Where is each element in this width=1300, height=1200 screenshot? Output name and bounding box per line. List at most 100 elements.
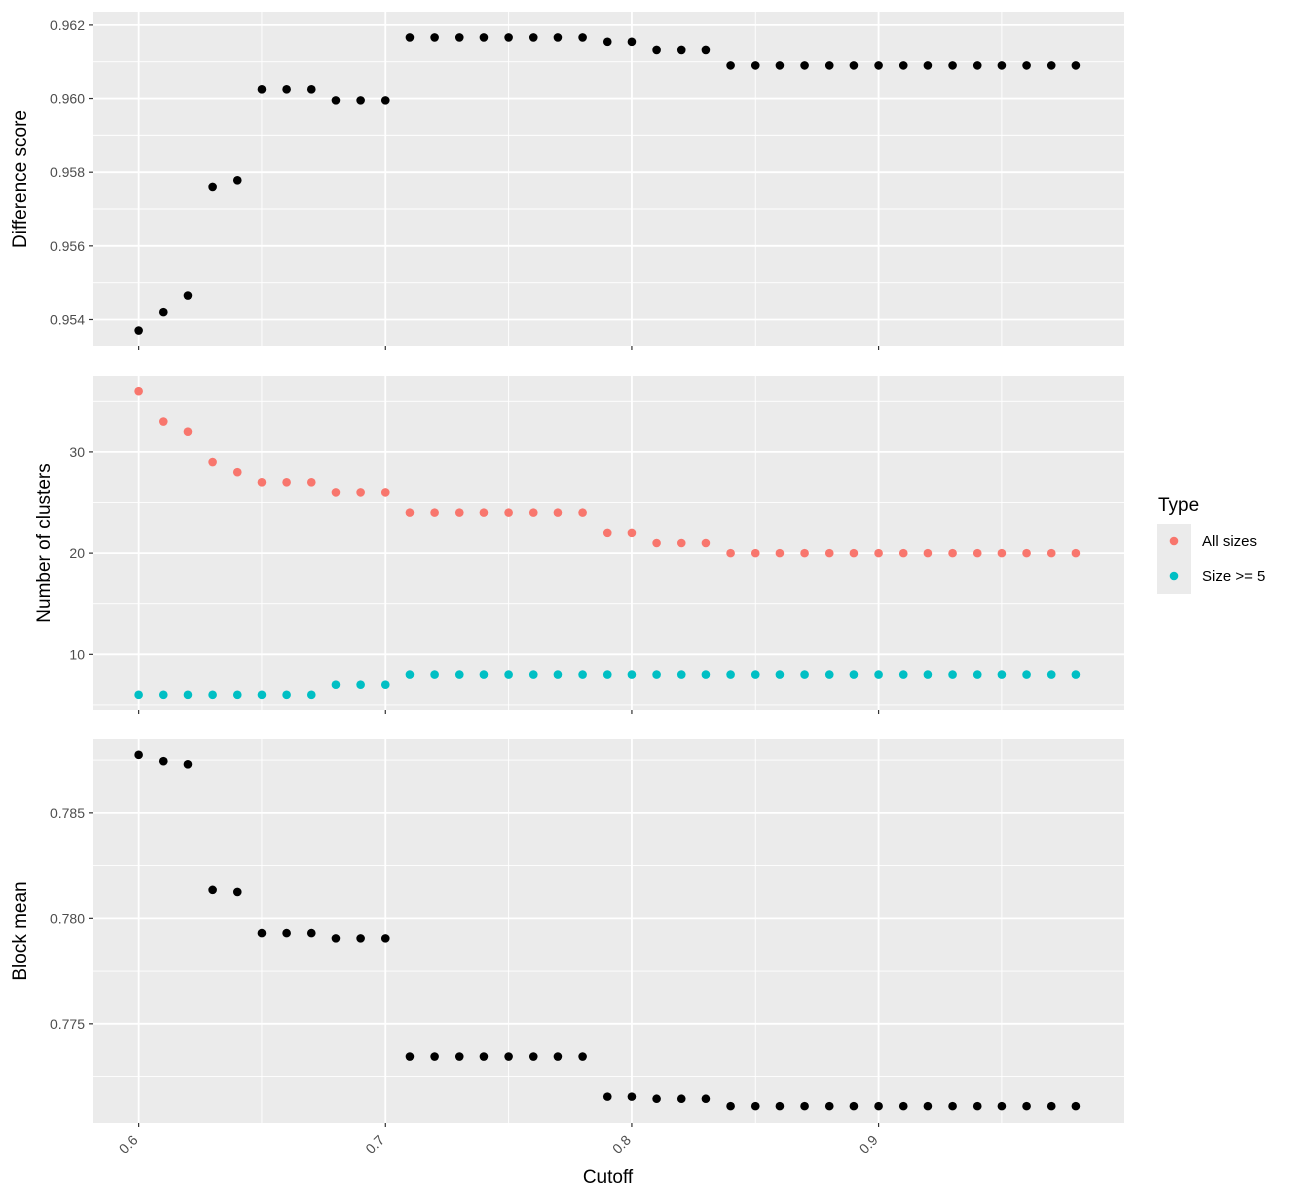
data-point [158,417,168,426]
data-point [380,96,390,105]
data-point [405,33,415,42]
data-point [972,61,982,70]
data-point [553,33,563,42]
data-point [479,670,489,679]
data-point [1022,670,1031,679]
data-point [380,680,390,689]
data-point [800,61,809,70]
data-point [923,670,933,679]
x-tick-label: 0.6 [116,1132,141,1157]
data-point [134,386,143,396]
x-tick-label: 0.8 [609,1132,634,1157]
y-tick-label: 0.956 [50,238,85,254]
data-point [948,61,957,70]
data-point [824,61,834,70]
data-point [775,1101,785,1111]
data-point [898,548,908,558]
data-point [257,477,267,487]
data-point [183,760,193,769]
legend-label: All sizes [1202,533,1257,550]
data-point [528,670,538,679]
data-point [430,670,439,679]
data-point [578,33,587,42]
data-point [726,670,735,679]
y-axis-title: Difference score [10,110,31,248]
data-point [356,680,365,689]
data-point [454,508,464,517]
data-point [972,1101,982,1111]
y-tick-label: 0.954 [50,311,85,327]
data-point [257,85,267,94]
data-point [750,1101,760,1111]
x-tick-label: 0.7 [362,1132,387,1157]
data-point [405,1052,415,1061]
data-point [553,670,563,679]
data-point [701,538,711,548]
data-point [578,1052,587,1061]
data-point [183,427,193,436]
data-point [750,548,760,558]
data-point [553,508,563,517]
data-point [479,1052,489,1061]
data-point [331,934,341,943]
data-point [257,690,267,700]
data-point [232,175,242,185]
y-tick-label: 0.775 [50,1016,85,1032]
data-point [602,528,612,538]
data-point [158,307,168,317]
data-point [282,690,291,700]
data-point [134,690,143,700]
y-tick-label: 20 [69,545,85,561]
data-point [898,1101,908,1111]
data-point [874,670,883,679]
data-point [676,670,686,679]
data-point [158,690,168,700]
data-point [232,467,242,477]
data-point [997,670,1007,679]
data-point [923,61,933,70]
data-point [800,1101,809,1111]
data-point [553,1052,563,1061]
data-point [824,670,834,679]
panel-3: 0.775 0.780 0.785 Block mean [10,739,1124,1127]
data-point [454,33,464,42]
data-point [504,508,513,517]
data-point [602,37,612,47]
y-tick-label: 0.780 [50,910,85,926]
data-point [504,33,513,42]
y-tick-label: 0.785 [50,805,85,821]
data-point [652,45,661,55]
data-point [528,33,538,42]
data-point [676,45,686,55]
data-point [208,182,217,192]
data-point [183,690,193,700]
data-point [997,1101,1007,1111]
legend-key-point [1169,536,1179,546]
data-point [972,670,982,679]
data-point [701,1094,711,1104]
data-point [874,61,883,70]
data-point [652,1094,661,1104]
data-point [997,548,1007,558]
data-point [824,1101,834,1111]
x-tick-labels: 0.6 0.7 0.8 0.9 [116,1132,881,1157]
data-point [1071,548,1081,558]
data-point [306,85,316,94]
data-point [824,548,834,558]
data-point [1022,61,1031,70]
data-point [701,670,711,679]
data-point [997,61,1007,70]
data-point [627,37,637,47]
data-point [726,1101,735,1111]
data-point [627,670,637,679]
data-point [134,326,143,335]
data-point [726,61,735,70]
data-point [923,1101,933,1111]
data-point [602,670,612,679]
data-point [1046,1101,1056,1111]
data-point [701,45,711,55]
data-point [726,548,735,558]
data-point [232,690,242,700]
y-tick-label: 0.960 [50,91,85,107]
data-point [775,548,785,558]
